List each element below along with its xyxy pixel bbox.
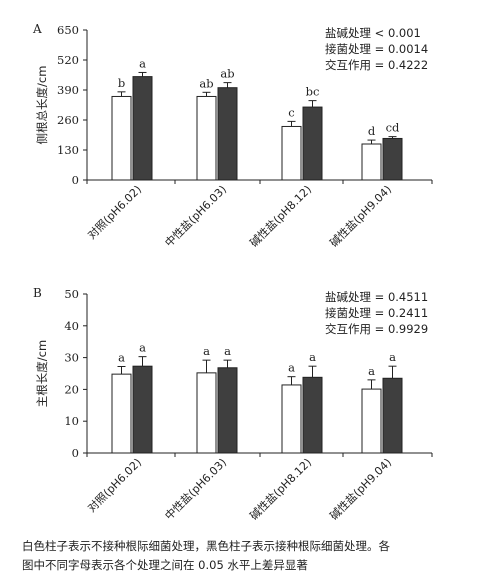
- x-tick-label: 碱性盐(pH8.12): [247, 182, 314, 249]
- y-tick-label: 650: [57, 23, 79, 37]
- bar: [382, 377, 403, 454]
- x-tick-label: 对照(pH6.02): [84, 182, 144, 242]
- y-tick-label: 30: [64, 351, 79, 365]
- x-tick-label: 中性盐(pH6.03): [162, 455, 229, 522]
- bar: [361, 388, 382, 454]
- significance-letter: bc: [306, 85, 320, 99]
- y-tick-label: 20: [64, 382, 79, 396]
- significance-letter: d: [368, 124, 376, 138]
- bar: [281, 384, 302, 454]
- significance-letter: c: [288, 105, 294, 119]
- x-tick-label: 碱性盐(pH9.04): [327, 182, 394, 249]
- panel-label: A: [32, 22, 42, 36]
- y-axis-title: 侧根总长度/cm: [35, 66, 49, 145]
- bar: [217, 367, 238, 454]
- stats-line: 交互作用 = 0.9929: [325, 322, 428, 336]
- bar: [302, 106, 323, 181]
- bar: [132, 365, 153, 454]
- bar: [111, 95, 132, 181]
- significance-letter: a: [118, 351, 125, 365]
- y-tick-label: 40: [64, 319, 79, 333]
- significance-letter: a: [224, 344, 231, 358]
- significance-letter: a: [389, 350, 396, 364]
- bar: [382, 137, 403, 181]
- panel-label: B: [33, 286, 42, 300]
- significance-letter: a: [203, 344, 210, 358]
- stats-line: 盐碱处理 = 0.4511: [325, 290, 428, 304]
- significance-letter: a: [368, 364, 375, 378]
- significance-letter: a: [139, 341, 146, 355]
- stats-line: 交互作用 = 0.4222: [325, 58, 428, 72]
- bar: [302, 376, 323, 454]
- y-tick-label: 50: [64, 287, 79, 301]
- x-tick-label: 对照(pH6.02): [84, 455, 144, 515]
- significance-letter: cd: [386, 121, 400, 135]
- bar: [196, 95, 217, 181]
- x-tick-label: 中性盐(pH6.03): [162, 182, 229, 249]
- y-tick-label: 10: [64, 414, 79, 428]
- figure-caption: 白色柱子表示不接种根际细菌处理，黑色柱子表示接种根际细菌处理。各 图中不同字母表…: [22, 537, 474, 575]
- stats-line: 接菌处理 = 0.2411: [325, 306, 428, 320]
- y-tick-label: 0: [72, 173, 79, 187]
- bar: [196, 372, 217, 454]
- y-tick-label: 520: [57, 53, 79, 67]
- y-axis-title: 主根长度/cm: [35, 340, 49, 407]
- x-tick-label: 碱性盐(pH8.12): [247, 455, 314, 522]
- significance-letter: a: [309, 350, 316, 364]
- bar: [111, 373, 132, 454]
- caption-line-1: 白色柱子表示不接种根际细菌处理，黑色柱子表示接种根际细菌处理。各: [22, 539, 390, 553]
- bar: [281, 125, 302, 181]
- significance-letter: ab: [199, 76, 213, 90]
- bar: [132, 76, 153, 181]
- y-tick-label: 260: [57, 113, 79, 127]
- significance-letter: a: [288, 361, 295, 375]
- significance-letter: ab: [220, 67, 234, 81]
- x-tick-label: 碱性盐(pH9.04): [327, 455, 394, 522]
- y-tick-label: 0: [72, 446, 79, 460]
- caption-line-2: 图中不同字母表示各个处理之间在 0.05 水平上差异显著: [22, 558, 308, 572]
- bar: [217, 87, 238, 181]
- bar: [361, 143, 382, 181]
- significance-letter: b: [118, 76, 125, 90]
- significance-letter: a: [139, 56, 146, 70]
- y-tick-label: 130: [57, 143, 79, 157]
- y-tick-label: 390: [57, 83, 79, 97]
- stats-line: 盐碱处理 < 0.001: [325, 26, 421, 40]
- stats-line: 接菌处理 = 0.0014: [325, 42, 428, 56]
